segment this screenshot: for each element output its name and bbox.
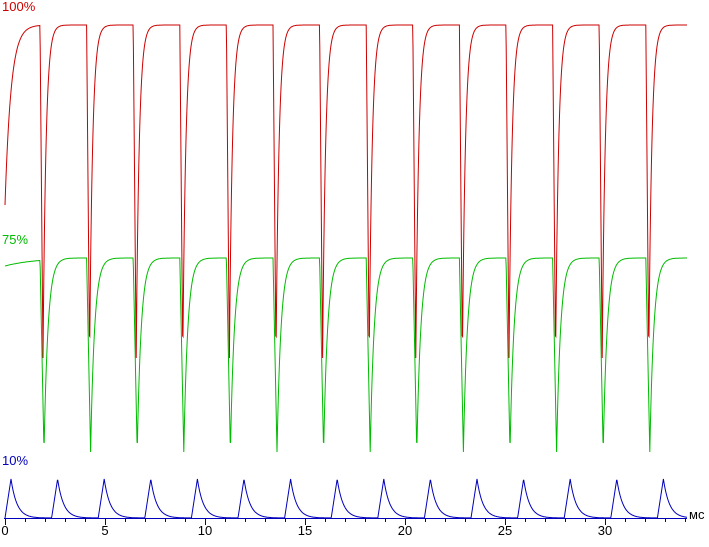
waveform-100-percent — [4, 24, 687, 359]
series-label-75-percent: 75% — [2, 232, 29, 247]
waveform-10-percent — [4, 478, 687, 519]
series-label-10-percent: 10% — [2, 453, 29, 468]
x-axis-unit-label: мс — [689, 507, 705, 522]
series-label-100-percent: 100% — [2, 0, 36, 14]
waveform-75-percent — [4, 257, 687, 453]
x-axis — [4, 518, 687, 525]
